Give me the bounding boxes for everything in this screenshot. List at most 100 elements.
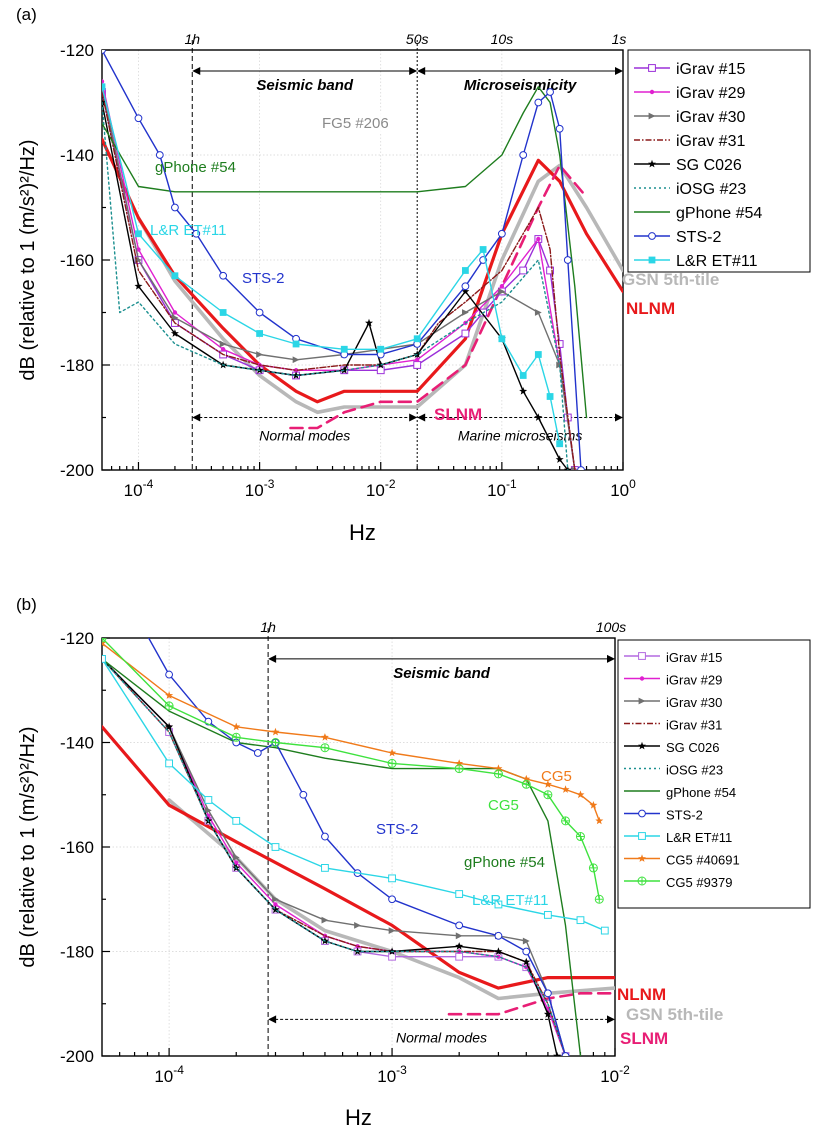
annotation-slnm: SLNM bbox=[434, 405, 482, 424]
legend-label: iGrav #30 bbox=[666, 695, 722, 710]
legend-marker bbox=[638, 697, 646, 705]
data-point-sg-c026 bbox=[165, 722, 174, 731]
data-point-igrav-30 bbox=[498, 288, 506, 295]
series-line-l-r-et-11 bbox=[102, 86, 561, 445]
data-point-cg5-40691 bbox=[165, 691, 174, 699]
data-point-cg5-9379 bbox=[164, 701, 174, 711]
data-point-sts-2 bbox=[219, 271, 228, 280]
data-point-sg-c026 bbox=[455, 942, 464, 950]
curve-annotations: FG5 #206 gPhone #54 L&R ET#11 STS-2 GSN 5th-… bbox=[150, 113, 719, 424]
x-axis-label: Hz bbox=[345, 1105, 372, 1130]
data-point-igrav-30 bbox=[388, 927, 396, 934]
series-line-nlnm bbox=[102, 725, 615, 990]
data-point-sg-c026 bbox=[555, 455, 564, 463]
data-point-sts-2 bbox=[519, 151, 528, 159]
data-point-igrav-30 bbox=[292, 356, 300, 364]
legend-item-l-r-et-11: L&R ET#11 bbox=[624, 830, 732, 845]
data-point-l-r-et-11 bbox=[462, 267, 469, 274]
series-line-gsn-5th-tile bbox=[136, 163, 623, 415]
legend-item-cg5-9379: CG5 #9379 bbox=[624, 875, 733, 890]
data-point-cg5-40691 bbox=[388, 748, 397, 757]
data-point-igrav-29 bbox=[414, 357, 420, 362]
y-axis-label: dB (relative to 1 (m/s²)²/Hz) bbox=[17, 139, 39, 380]
data-point-sts-2 bbox=[461, 282, 470, 291]
data-point-l-r-et-11 bbox=[498, 335, 506, 343]
band-label-normal-modes: Normal modes bbox=[396, 1029, 487, 1045]
data-point-cg5-9379 bbox=[594, 894, 604, 904]
legend-item-igrav-31: iGrav #31 bbox=[624, 718, 722, 733]
legend-item-igrav-30: iGrav #30 bbox=[624, 695, 722, 710]
legend-marker bbox=[638, 809, 646, 818]
legend-marker bbox=[638, 741, 646, 750]
legend-label: iGrav #15 bbox=[666, 650, 722, 665]
y-tick-label: -160 bbox=[60, 838, 94, 857]
data-point-sts-2 bbox=[534, 98, 543, 107]
annotation-l-r-et-11: L&R ET#11 bbox=[150, 222, 226, 239]
legend-label: iGrav #31 bbox=[676, 133, 745, 150]
data-point-l-r-et-11 bbox=[388, 874, 396, 883]
data-point-l-r-et-11 bbox=[321, 864, 329, 872]
data-point-igrav-30 bbox=[462, 309, 469, 316]
period-label-1h: 1h bbox=[260, 619, 276, 635]
data-point-igrav-29 bbox=[536, 236, 541, 242]
legend-marker bbox=[638, 832, 646, 840]
annotation-cg5: CG5 bbox=[541, 768, 572, 785]
data-point-sg-c026 bbox=[553, 1051, 562, 1056]
legend-label: STS-2 bbox=[676, 229, 721, 246]
data-point-igrav-29 bbox=[293, 368, 299, 373]
annotation-sts-2: STS-2 bbox=[376, 821, 419, 838]
legend-item-igrav-15: iGrav #15 bbox=[624, 650, 722, 665]
data-point-sts-2 bbox=[522, 947, 531, 956]
data-point-cg5-40691 bbox=[595, 816, 604, 825]
data-point-igrav-30 bbox=[272, 895, 279, 903]
y-tick-label: -140 bbox=[60, 734, 94, 753]
data-point-cg5-40691 bbox=[576, 790, 585, 799]
x-axis: 10-4 10-3 10-2 10-1 100 bbox=[110, 462, 636, 500]
data-point-sts-2 bbox=[155, 151, 164, 159]
legend-label: iOSG #23 bbox=[676, 181, 746, 198]
y-axis: -120 -140 -160 -180 -200 bbox=[60, 41, 110, 480]
x-tick-label: 10-3 bbox=[245, 477, 275, 500]
legend-item-iosg-23: iOSG #23 bbox=[634, 181, 746, 198]
annotation-nlnm: NLNM bbox=[626, 299, 675, 318]
legend-marker bbox=[648, 112, 656, 120]
legend-marker bbox=[648, 232, 656, 240]
legend-item-igrav-29: iGrav #29 bbox=[624, 673, 722, 688]
x-tick-label: 10-2 bbox=[366, 477, 396, 500]
legend-label: L&R ET#11 bbox=[666, 830, 732, 845]
data-point-sts-2 bbox=[555, 124, 564, 133]
data-point-l-r-et-11 bbox=[256, 330, 263, 337]
legend-item-igrav-29: iGrav #29 bbox=[634, 85, 745, 102]
band-arrow-normal-modes bbox=[268, 1015, 615, 1024]
band-arrow-seismic-band bbox=[268, 654, 615, 663]
data-point-igrav-30 bbox=[232, 854, 240, 861]
data-point-l-r-et-11 bbox=[204, 796, 213, 804]
data-point-l-r-et-11 bbox=[534, 351, 542, 358]
y-tick-label: -160 bbox=[60, 251, 94, 270]
data-point-sg-c026 bbox=[522, 957, 531, 966]
legend-frame bbox=[627, 49, 811, 273]
data-point-igrav-30 bbox=[354, 921, 361, 929]
annotation-gphone-54: gPhone #54 bbox=[464, 854, 545, 871]
data-point-sts-2 bbox=[134, 114, 143, 123]
period-label-1h: 1h bbox=[184, 31, 200, 47]
legend-label: iGrav #29 bbox=[666, 673, 722, 688]
y-tick-label: -180 bbox=[60, 356, 94, 375]
legend: iGrav #15 iGrav #29 iGrav #30 iGrav #31 SG C… bbox=[617, 639, 811, 909]
data-point-l-r-et-11 bbox=[271, 843, 280, 851]
data-point-sg-c026 bbox=[563, 465, 572, 470]
data-point-sts-2 bbox=[321, 832, 329, 841]
legend-marker bbox=[649, 89, 655, 95]
data-point-l-r-et-11 bbox=[135, 230, 142, 238]
legend-label: iGrav #15 bbox=[676, 61, 745, 78]
data-point-cg5-9379 bbox=[493, 769, 503, 779]
data-point-igrav-29 bbox=[136, 247, 141, 252]
data-point-igrav-29 bbox=[220, 347, 226, 352]
data-point-igrav-29 bbox=[273, 902, 278, 907]
legend-item-sg-c026: SG C026 bbox=[624, 740, 719, 755]
data-point-igrav-30 bbox=[219, 340, 227, 348]
